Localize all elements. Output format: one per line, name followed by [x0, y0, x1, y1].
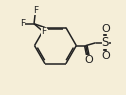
Text: O: O — [84, 55, 93, 65]
Text: F: F — [20, 19, 25, 28]
Text: S: S — [102, 36, 109, 49]
Text: O: O — [101, 51, 110, 61]
Text: O: O — [101, 24, 110, 34]
Text: F: F — [33, 6, 38, 15]
Text: F: F — [41, 27, 47, 36]
